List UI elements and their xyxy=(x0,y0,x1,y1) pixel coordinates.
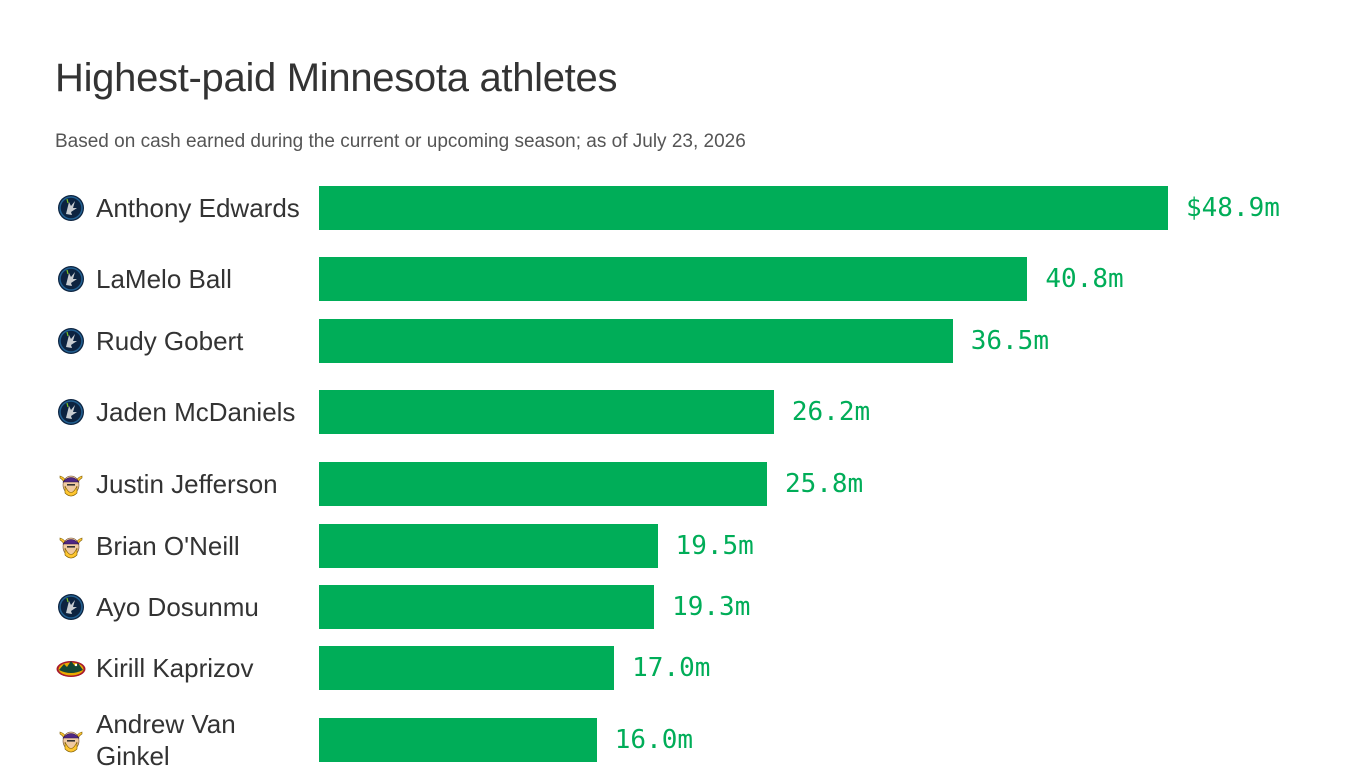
timberwolves-icon xyxy=(56,264,86,294)
value-label: 25.8m xyxy=(784,469,864,499)
chart-title: Highest-paid Minnesota athletes xyxy=(55,56,618,100)
category-label: Andrew Van Ginkel xyxy=(96,709,236,771)
value-label: 17.0m xyxy=(632,653,711,683)
chart-subtitle: Based on cash earned during the current … xyxy=(55,131,746,152)
category-label: Rudy Gobert xyxy=(96,326,244,356)
value-label: 26.2m xyxy=(791,397,871,427)
value-label: 16.0m xyxy=(614,725,694,755)
bar xyxy=(319,524,658,568)
category-label: Justin Jefferson xyxy=(96,469,278,499)
timberwolves-icon xyxy=(56,397,86,427)
bar xyxy=(319,319,953,363)
bar xyxy=(319,390,774,434)
vikings-icon xyxy=(56,725,86,755)
category-label: Jaden McDaniels xyxy=(96,397,296,427)
category-label: LaMelo Ball xyxy=(96,264,232,294)
value-label: $48.9m xyxy=(1186,193,1280,223)
timberwolves-icon xyxy=(56,592,86,622)
value-label: 40.8m xyxy=(1045,264,1124,294)
category-label: Kirill Kaprizov xyxy=(96,653,254,683)
bar xyxy=(319,186,1168,230)
timberwolves-icon xyxy=(56,326,86,356)
timberwolves-icon xyxy=(56,193,86,223)
vikings-icon xyxy=(56,531,86,561)
bar xyxy=(319,257,1028,301)
value-label: 19.5m xyxy=(675,531,754,561)
category-label: Brian O'Neill xyxy=(96,531,240,561)
wild-icon xyxy=(56,653,86,683)
category-label: Anthony Edwards xyxy=(96,193,300,223)
bar xyxy=(319,585,655,629)
bar xyxy=(319,646,615,690)
value-label: 36.5m xyxy=(970,326,1049,356)
category-label: Ayo Dosunmu xyxy=(96,592,259,622)
vikings-icon xyxy=(56,469,86,499)
value-label: 19.3m xyxy=(672,592,751,622)
bar xyxy=(319,718,597,762)
bar xyxy=(319,462,767,506)
